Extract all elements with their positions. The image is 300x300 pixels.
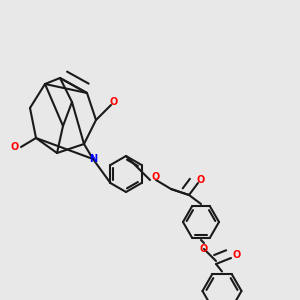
Text: O: O <box>200 244 208 254</box>
Text: O: O <box>233 250 241 260</box>
Text: O: O <box>110 97 118 107</box>
Text: O: O <box>152 172 160 182</box>
Text: O: O <box>197 175 205 185</box>
Text: N: N <box>89 154 97 164</box>
Text: O: O <box>11 142 19 152</box>
